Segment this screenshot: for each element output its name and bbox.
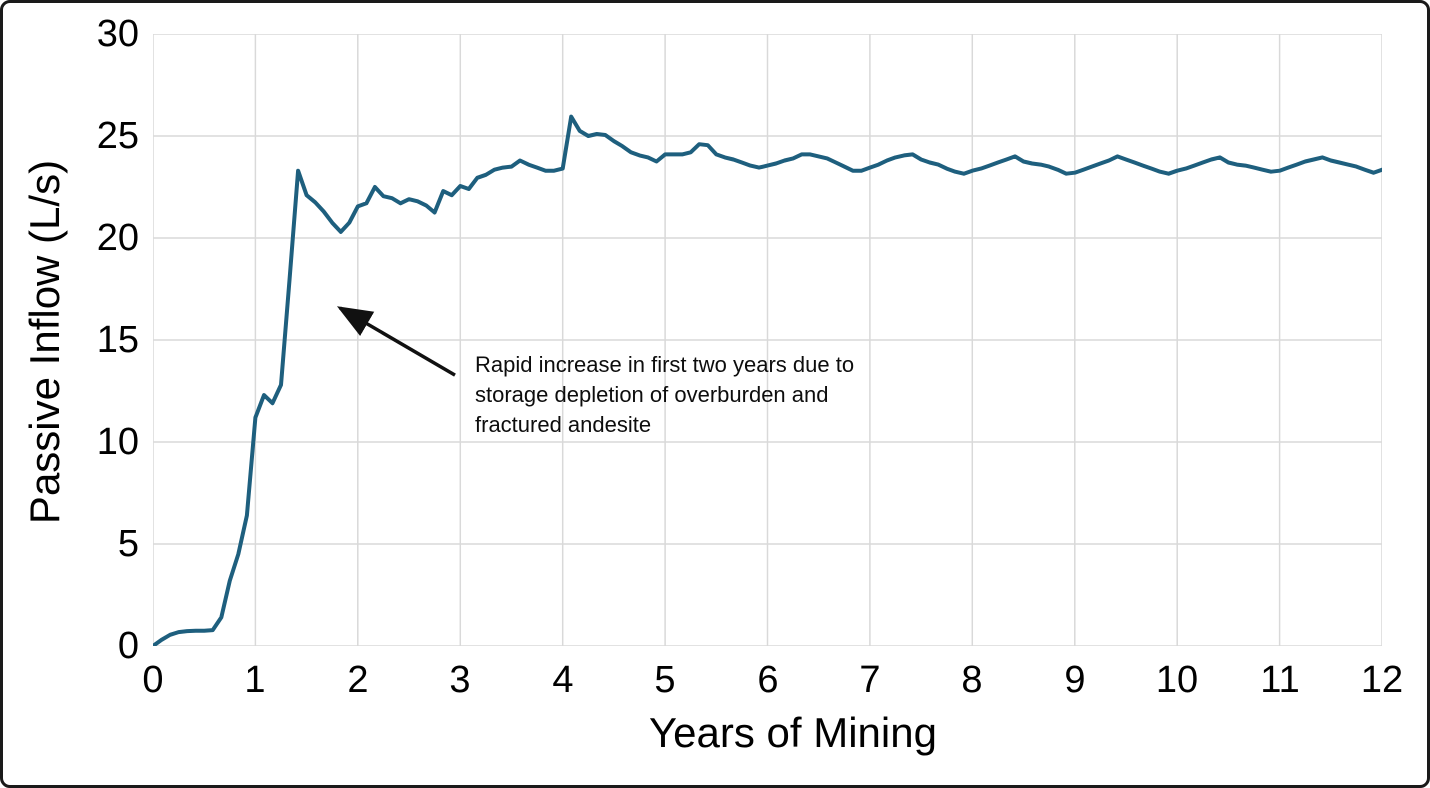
gridlines bbox=[153, 34, 1382, 646]
x-tick-label: 5 bbox=[654, 659, 676, 701]
x-tick-label: 9 bbox=[1064, 659, 1086, 701]
y-tick-label: 10 bbox=[96, 421, 139, 463]
x-tick-label: 2 bbox=[347, 659, 369, 701]
series-lines bbox=[153, 114, 1382, 646]
y-tick-label: 15 bbox=[96, 319, 139, 361]
x-tick-label: 12 bbox=[1360, 659, 1404, 701]
x-tick-label: 1 bbox=[244, 659, 266, 701]
plot-area bbox=[153, 34, 1382, 646]
x-tick-label: 8 bbox=[961, 659, 983, 701]
x-axis-title: Years of Mining bbox=[649, 709, 937, 756]
y-tick-label: 20 bbox=[96, 217, 139, 259]
x-tick-label: 6 bbox=[757, 659, 779, 701]
annotation-text: Rapid increase in first two years due to… bbox=[475, 352, 855, 437]
x-tick-label: 7 bbox=[859, 659, 881, 701]
x-tick-label: 0 bbox=[142, 659, 164, 701]
x-tick-label: 3 bbox=[449, 659, 471, 701]
y-tick-label: 5 bbox=[117, 523, 139, 565]
x-tick-label: 4 bbox=[552, 659, 574, 701]
y-tick-label: 0 bbox=[117, 625, 139, 667]
x-tick-label: 10 bbox=[1155, 659, 1199, 701]
inflow-line-series bbox=[153, 114, 1382, 646]
y-tick-label: 30 bbox=[96, 13, 139, 55]
x-tick-label: 11 bbox=[1260, 659, 1300, 701]
y-tick-label: 25 bbox=[96, 115, 139, 157]
